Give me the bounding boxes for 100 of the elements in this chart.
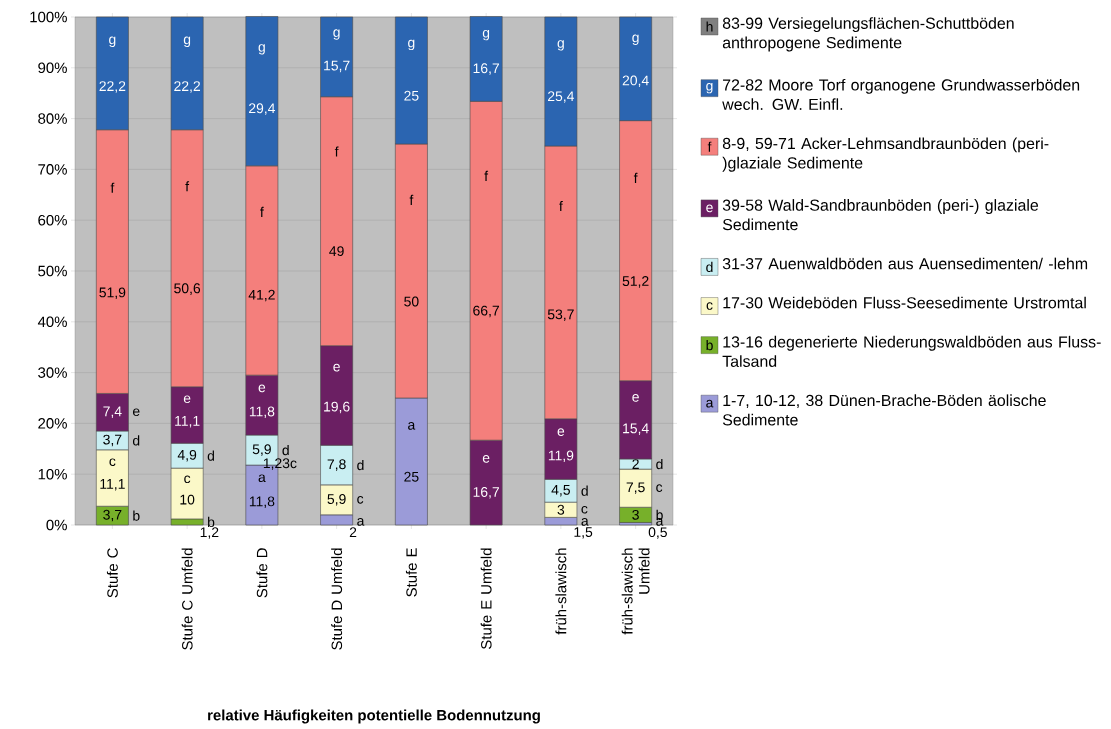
text: d: [357, 459, 364, 471]
data-label: 22,2: [99, 81, 126, 93]
data-label: 5,9: [327, 494, 346, 506]
data-label: 15,4: [623, 423, 649, 435]
text: d: [132, 435, 140, 446]
y-tick-label: 20%: [38, 418, 67, 429]
x-axis-title: relative Häufigkeiten potentielle Bodennutzung: [208, 709, 540, 724]
x-tick-label: früh-slawisch Umfeld: [621, 548, 650, 635]
y-tick-label: 100%: [30, 11, 67, 23]
text: a: [656, 518, 664, 526]
text: f: [260, 206, 264, 217]
text: d: [656, 458, 663, 470]
data-label: 7,8: [327, 459, 346, 471]
text: 17-30 Weideböden Fluss-Seesedimente Urstromtal: [723, 296, 1086, 309]
text: d: [581, 485, 588, 496]
x-tick-label: Stufe C: [106, 548, 118, 598]
text: f: [707, 141, 712, 152]
text: a: [706, 399, 714, 408]
data-label: 7,5: [626, 482, 645, 494]
x-tick-label: Stufe D: [256, 548, 268, 598]
text: 72-82 Moore Torf organogene Grundwasserböden wech. GW. Einfl.: [722, 78, 1080, 111]
data-label: 19,6: [324, 401, 350, 414]
data-label: 25: [404, 471, 419, 482]
text: e: [183, 395, 191, 404]
data-label: 3,7: [103, 509, 122, 522]
series-label: a: [581, 518, 589, 526]
data-label: 4,9: [177, 449, 197, 462]
text: g: [706, 82, 713, 94]
text: a: [357, 518, 365, 526]
text: f: [110, 182, 115, 193]
data-label: 16,7: [473, 486, 499, 499]
data-label: 66,7: [473, 305, 499, 318]
data-label: 4,5: [551, 485, 570, 497]
data-label: 7,4: [103, 406, 122, 418]
y-tick-label: 60%: [38, 214, 67, 226]
text: e: [632, 394, 639, 402]
text: e: [333, 363, 340, 372]
data-label: 11,1: [175, 416, 200, 428]
text: e: [557, 428, 565, 436]
y-tick-label: 0%: [46, 519, 67, 531]
data-label: 11,1: [100, 479, 125, 491]
y-tick-label: 10%: [38, 468, 67, 480]
data-label: 49: [329, 246, 344, 257]
x-tick-label: Stufe D Umfeld: [331, 548, 343, 650]
text: c: [656, 484, 663, 492]
text: f: [484, 170, 489, 181]
text: 1-7, 10-12, 38 Dünen-Brache-Böden äolische Sedimente: [722, 394, 1046, 426]
text: c: [706, 302, 713, 310]
text: g: [258, 44, 265, 55]
text: g: [408, 39, 415, 51]
data-label: 5,9: [252, 444, 271, 456]
x-tick-label: früh-slawisch: [555, 548, 567, 635]
legend-label: h: [706, 21, 713, 32]
x-tick-label: Stufe E: [405, 548, 417, 597]
data-label: 11,8: [249, 496, 275, 508]
text: g: [183, 36, 191, 47]
series-label: g: [333, 29, 340, 40]
text: g: [557, 40, 564, 51]
text: 13-16 degenerierte Niederungswaldböden aus Fluss-Talsand: [722, 335, 1101, 367]
data-label: 20,4: [622, 75, 649, 88]
text: 31-37 Auenwaldböden aus Auensedimenten/ -lehm: [722, 257, 1088, 270]
data-label: 2: [632, 459, 639, 469]
text: d: [207, 450, 214, 461]
data-label: 0,5: [648, 527, 667, 539]
data-label: 11,9: [548, 450, 574, 463]
y-tick-label: 80%: [38, 113, 67, 124]
x-tick-label: Stufe C Umfeld: [181, 548, 193, 650]
text: f: [334, 146, 339, 157]
y-tick-label: 50%: [38, 265, 67, 277]
text: d: [706, 261, 713, 273]
data-label: 22,2: [174, 81, 200, 93]
text: g: [482, 29, 490, 41]
text: a: [408, 422, 416, 430]
text: b: [133, 510, 140, 521]
data-label: 15,7: [324, 60, 350, 73]
text: c: [357, 496, 364, 504]
text: 39-58 Wald-Sandbraunböden (peri-) glaziale Sedimente: [722, 199, 1039, 231]
data-label: 3: [632, 509, 639, 520]
data-label: 25: [404, 90, 419, 101]
data-label: 41,2: [248, 289, 275, 302]
data-label: 53,7: [547, 309, 574, 321]
text: b: [208, 516, 215, 528]
y-tick-label: 70%: [38, 164, 67, 175]
text: e: [258, 384, 266, 393]
data-label: 16,7: [473, 63, 499, 75]
data-label: 1,2: [200, 527, 219, 539]
text: 8-9, 59-71 Acker-Lehmsandbraunböden (peri-)glaziale Sedimente: [722, 137, 1049, 172]
text: a: [258, 474, 266, 483]
data-label: 3,7: [103, 434, 122, 447]
data-label: 3: [557, 504, 565, 515]
x-tick-label: Stufe E Umfeld: [480, 548, 492, 650]
text: f: [633, 172, 638, 183]
data-label: 50: [404, 296, 419, 307]
text: e: [706, 204, 713, 213]
data-label: 29,4: [249, 103, 276, 115]
data-label: 10: [180, 494, 195, 505]
text: g: [109, 36, 116, 47]
data-label: 1,5: [574, 527, 593, 539]
y-tick-label: 40%: [37, 316, 67, 328]
series-label: f: [185, 181, 190, 192]
